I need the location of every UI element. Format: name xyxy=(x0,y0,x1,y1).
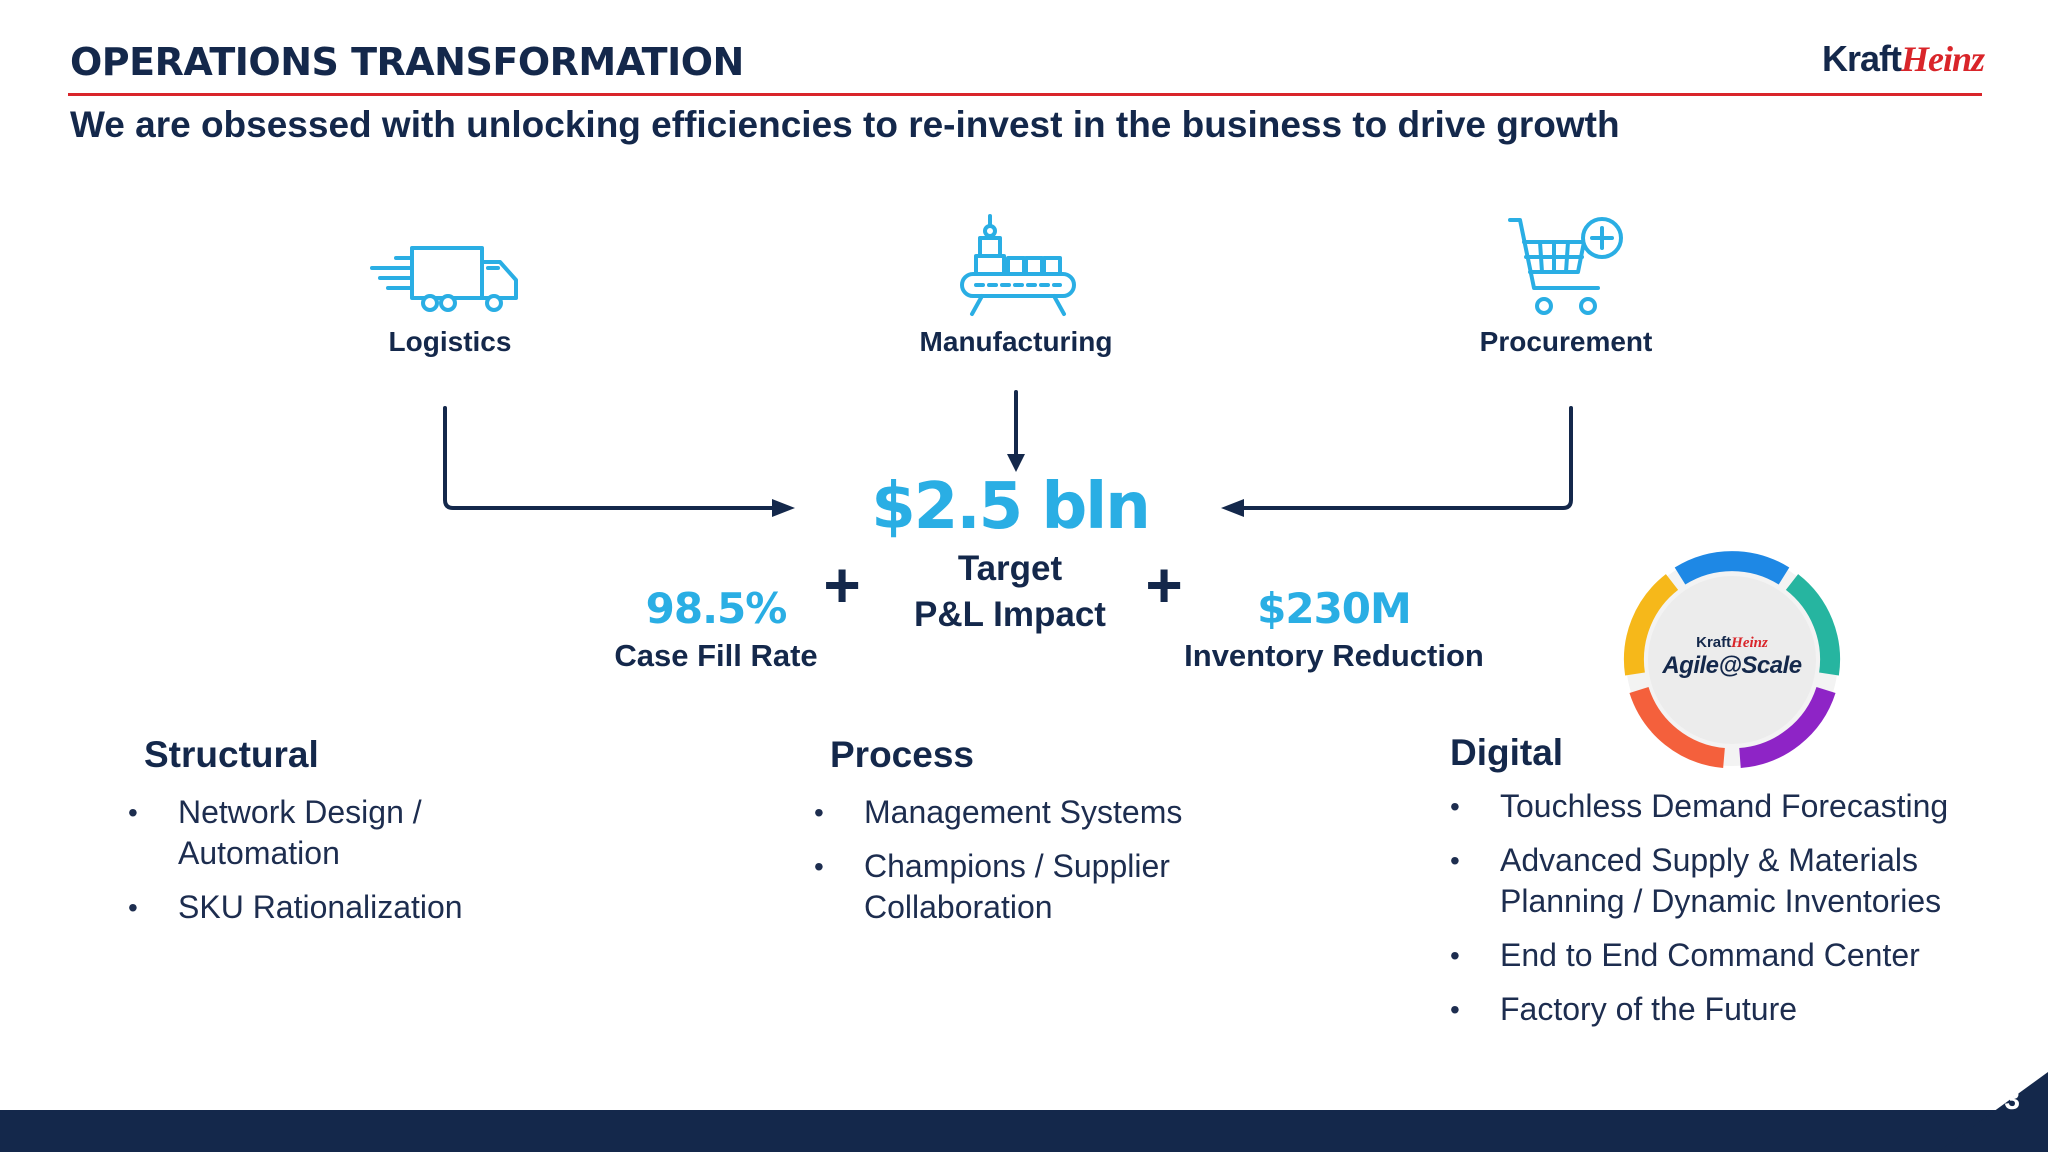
list-item: • Touchless Demand Forecasting xyxy=(1450,788,1949,824)
kraft-heinz-logo: KraftHeinz xyxy=(1821,38,1985,80)
target-caption-line1: Target xyxy=(957,549,1063,588)
agile-scale-badge: KraftHeinz Agile@Scale xyxy=(1648,576,1816,744)
column-heading-digital: Digital xyxy=(1450,732,1564,773)
list-item: • Factory of the Future xyxy=(1450,991,1798,1027)
slide-title: OPERATIONS TRANSFORMATION xyxy=(70,40,744,84)
process-list: • Management Systems • Champions / Supplie… xyxy=(814,792,1234,941)
target-value: $2.5 bln xyxy=(871,470,1151,544)
list-item: • Network Design / Automation xyxy=(128,794,422,871)
category-label-logistics: Logistics xyxy=(388,326,512,357)
logo-heinz-text: Heinz xyxy=(1900,39,1985,79)
truck-icon xyxy=(370,246,518,312)
manufacturing-arrowhead xyxy=(1007,454,1025,472)
category-label-procurement: Procurement xyxy=(1479,326,1653,357)
case-fill-rate-value: 98.5% xyxy=(645,584,788,633)
case-fill-rate-label: Case Fill Rate xyxy=(614,638,818,673)
procurement-arrowhead xyxy=(1221,499,1244,517)
target-caption-line2: P&L Impact xyxy=(914,595,1106,634)
list-item: • Champions / Supplier Collaboration xyxy=(814,848,1170,925)
page-number: 3 xyxy=(2004,1084,2020,1115)
shopping-cart-icon xyxy=(1508,217,1623,315)
structural-list: • Network Design / Automation • SKU Ration… xyxy=(128,792,588,941)
logo-kraft-text: Kraft xyxy=(1821,38,1902,79)
list-item: • End to End Command Center xyxy=(1450,937,1920,973)
plus-sign-right: + xyxy=(1145,549,1183,621)
page-corner-tab xyxy=(1938,1072,2048,1152)
footer-bar xyxy=(0,1110,2048,1152)
inventory-reduction-value: $230M xyxy=(1257,584,1412,633)
agile-scale-name: Agile@Scale xyxy=(1662,652,1802,679)
agile-kraft-heinz-mark: KraftHeinz xyxy=(1696,634,1768,651)
logistics-arrowhead xyxy=(772,499,795,517)
list-item: • Management Systems xyxy=(814,794,1183,830)
list-item: • Advanced Supply & Materials Planning / … xyxy=(1450,842,1942,919)
inventory-reduction-label: Inventory Reduction xyxy=(1184,638,1484,673)
slide-subtitle: We are obsessed with unlocking efficienc… xyxy=(70,104,1620,145)
header-divider xyxy=(68,93,1982,96)
list-item: • SKU Rationalization xyxy=(128,889,463,925)
plus-sign-left: + xyxy=(823,549,861,621)
column-heading-process: Process xyxy=(830,734,974,775)
digital-list: • Touchless Demand Forecasting • Advanced … xyxy=(1450,786,1970,1043)
logistics-arrow xyxy=(443,406,777,510)
conveyor-icon xyxy=(960,214,1076,316)
target-caption: Target P&L Impact xyxy=(810,546,1210,638)
procurement-arrow xyxy=(1238,406,1573,510)
column-heading-structural: Structural xyxy=(144,734,319,775)
category-label-manufacturing: Manufacturing xyxy=(919,326,1113,357)
